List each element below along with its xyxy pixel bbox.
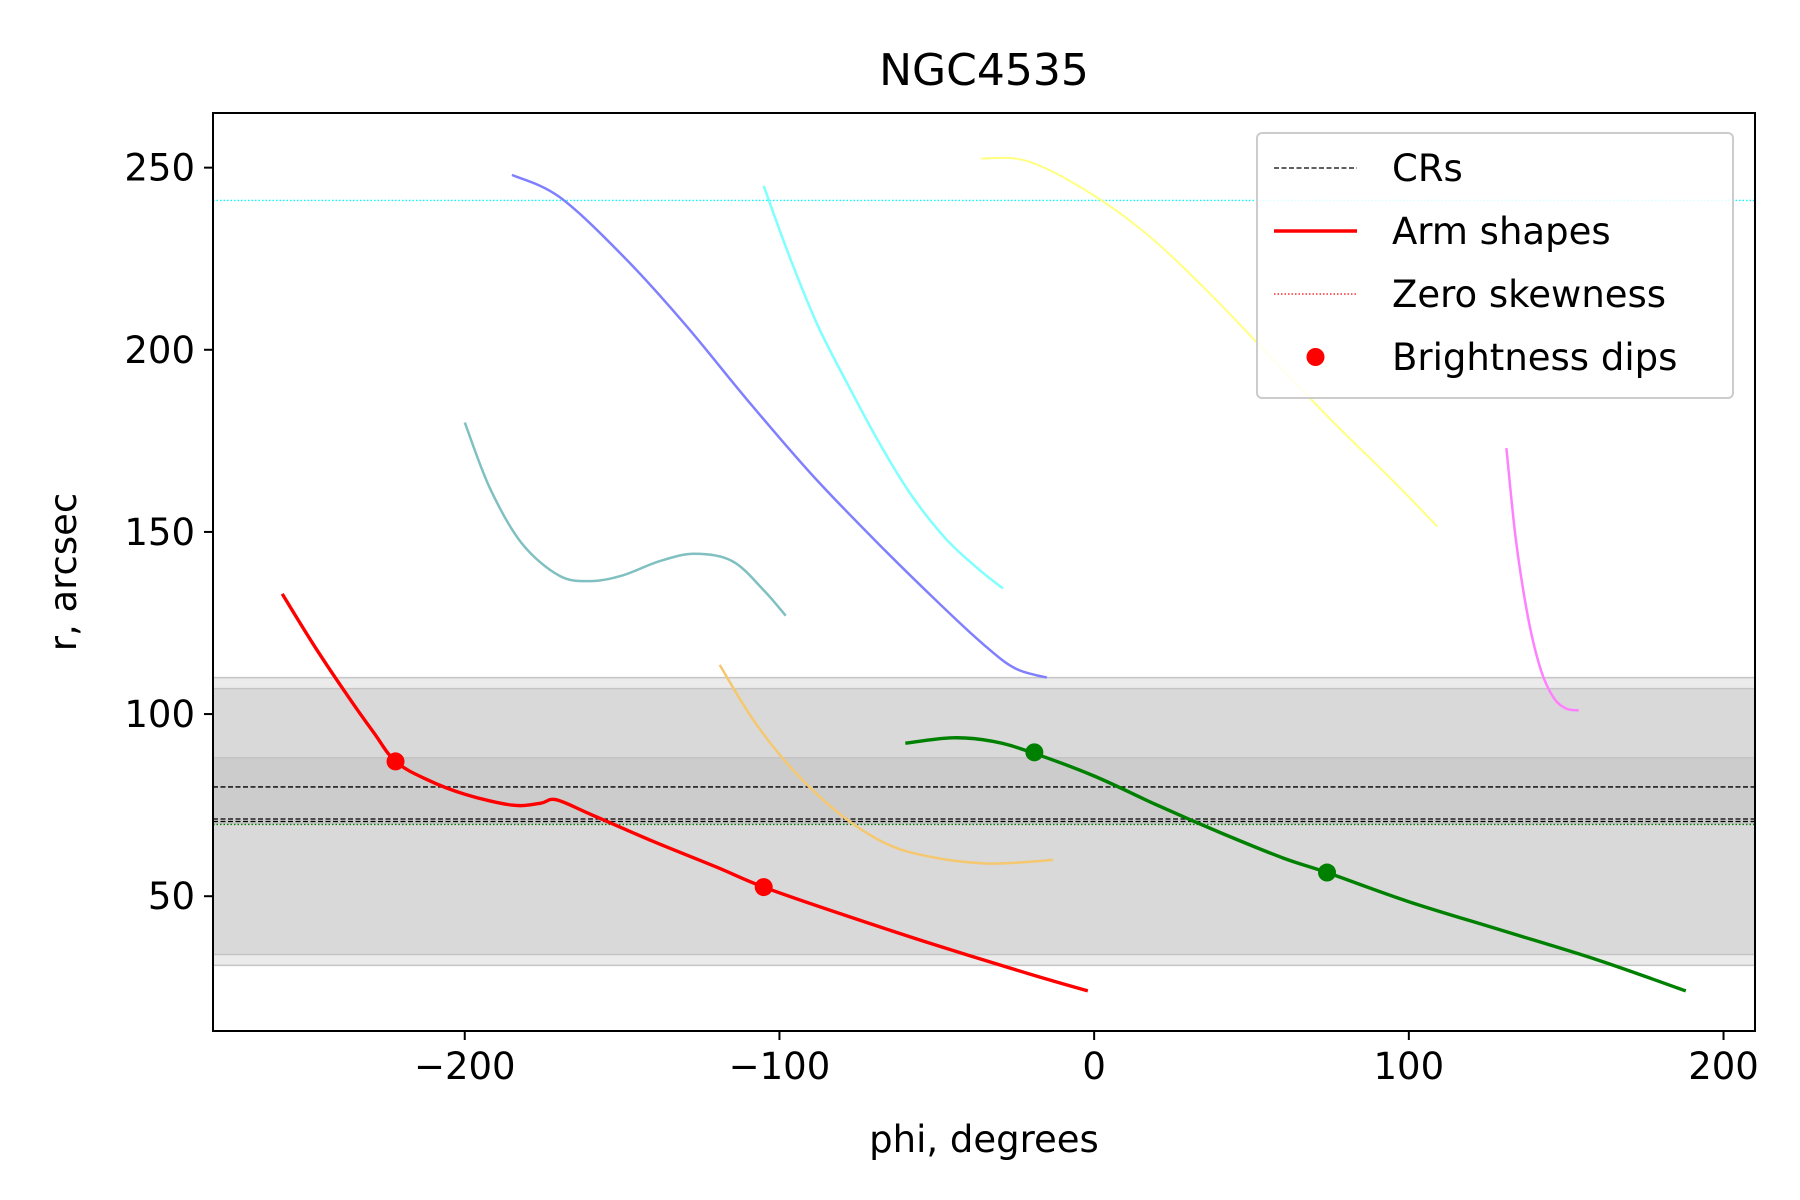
y-tick-label-0: 50 (148, 875, 195, 918)
arm-curve-2 (511, 173, 1048, 679)
arm-curve-6 (718, 664, 1054, 865)
legend-label-0: CRs (1392, 147, 1463, 190)
brightness-dip-1 (754, 878, 773, 897)
legend-label-1: Arm shapes (1392, 210, 1611, 253)
y-tick-label-1: 100 (124, 693, 195, 736)
legend: CRs Arm shapes Zero skewness Brightness dip… (1256, 132, 1734, 399)
y-tick-label-2: 150 (124, 511, 195, 554)
band-2 (213, 757, 1755, 824)
arm-shape-curves (280, 156, 1687, 993)
legend-label-2: Zero skewness (1392, 273, 1666, 316)
brightness-dip-0 (386, 752, 405, 771)
arm-curve-0 (280, 593, 1089, 993)
arm-curve-3 (762, 185, 1004, 590)
x-axis-ticks: −200 −100 0 100 200 (414, 1031, 1759, 1088)
brightness-dip-markers (386, 743, 1337, 897)
legend-label-3: Brightness dips (1392, 336, 1677, 379)
y-axis-label: r, arcsec (42, 493, 85, 652)
y-axis-ticks: 50 100 150 200 250 (124, 147, 213, 918)
legend-swatch-3 (1306, 348, 1325, 366)
brightness-dip-2 (1025, 743, 1044, 762)
arm-curve-5 (463, 422, 787, 617)
x-tick-label-1: −100 (729, 1045, 831, 1088)
x-tick-label-3: 100 (1374, 1045, 1445, 1088)
arm-curve-1 (905, 736, 1687, 993)
y-tick-label-4: 250 (124, 147, 195, 190)
plot-frame (212, 112, 1756, 1032)
uncertainty-bands (213, 676, 1755, 967)
legend-box (1256, 132, 1734, 399)
x-tick-label-4: 200 (1688, 1045, 1759, 1088)
brightness-dip-3 (1318, 863, 1337, 882)
chart-title: NGC4535 (879, 45, 1089, 96)
y-tick-label-3: 200 (124, 329, 195, 372)
arm-curve-4 (980, 156, 1438, 528)
x-tick-label-0: −200 (414, 1045, 516, 1088)
arm-curve-7 (1505, 447, 1579, 712)
x-tick-label-2: 0 (1082, 1045, 1106, 1088)
x-axis-label: phi, degrees (869, 1118, 1099, 1161)
